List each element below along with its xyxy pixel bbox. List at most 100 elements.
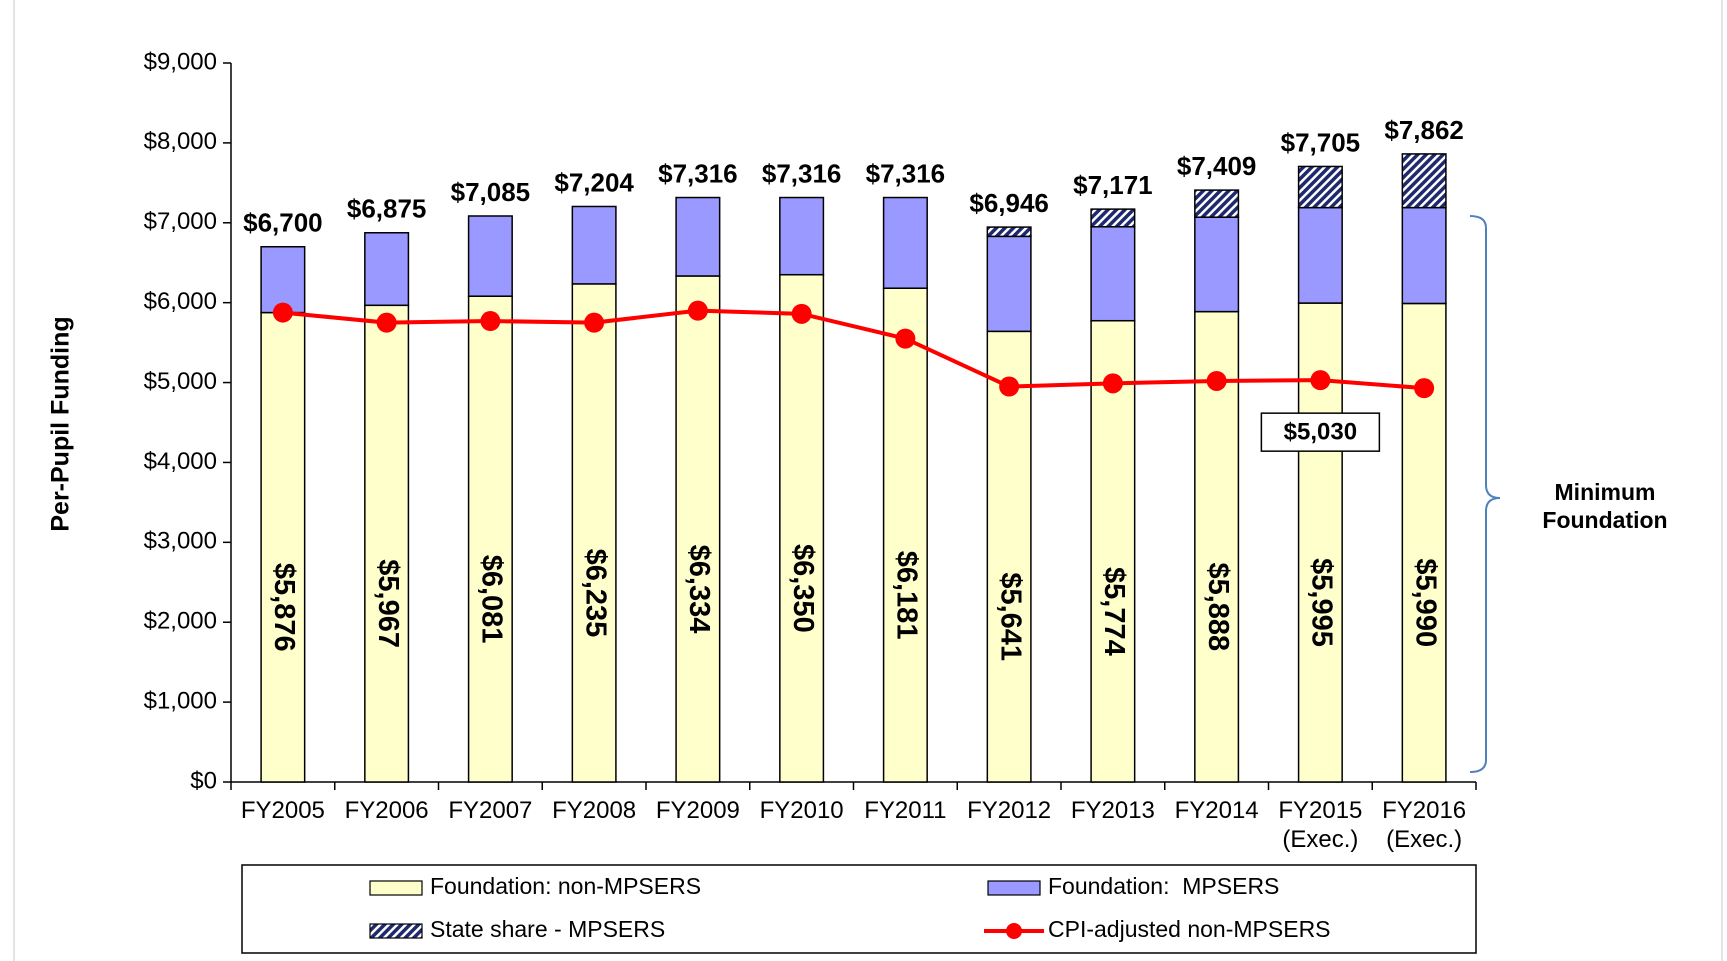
total-label: $6,946 — [969, 188, 1049, 218]
bar-segment — [571, 283, 617, 783]
bar-segment — [467, 295, 513, 783]
bar-value-label: $5,641 — [994, 572, 1026, 661]
x-tick-label: FY2006 — [344, 797, 429, 824]
bar-segment — [1401, 206, 1447, 305]
y-tick-label: $4,000 — [144, 448, 217, 475]
legend-label: State share - MPSERS — [430, 916, 665, 942]
legend-label: CPI-adjusted non-MPSERS — [1048, 916, 1331, 942]
y-axis-label: Per-Pupil Funding — [47, 316, 75, 531]
y-tick-label: $5,000 — [144, 368, 217, 395]
bar-value-label: $6,181 — [891, 551, 923, 640]
bar-value-label: $5,774 — [1098, 567, 1130, 656]
total-label: $7,316 — [762, 158, 842, 188]
legend-swatch — [369, 923, 423, 939]
line-marker — [1102, 373, 1123, 394]
x-tick-label: FY2015 (Exec.) — [1278, 797, 1363, 853]
line-marker — [687, 300, 708, 321]
line-marker — [1414, 378, 1435, 399]
bar-segment — [1194, 189, 1240, 218]
line-marker — [480, 311, 501, 332]
total-label: $7,171 — [1073, 170, 1153, 200]
x-tick-label: FY2016 (Exec.) — [1382, 797, 1467, 853]
brace — [1469, 215, 1501, 773]
line-marker — [1310, 370, 1331, 391]
total-label: $7,316 — [658, 158, 738, 188]
bar-value-label: $6,334 — [683, 545, 715, 634]
bar-segment — [986, 330, 1032, 783]
bar-segment — [364, 232, 410, 307]
line-marker — [584, 312, 605, 333]
legend-label: Foundation: non-MPSERS — [430, 873, 701, 899]
bar-segment — [1401, 153, 1447, 209]
bar-segment — [364, 304, 410, 783]
y-tick-label: $9,000 — [144, 48, 217, 75]
line-marker — [1206, 370, 1227, 391]
y-tick-label: $6,000 — [144, 288, 217, 315]
line-marker — [895, 328, 916, 349]
bar-segment — [1090, 319, 1136, 783]
bar-segment — [882, 196, 928, 289]
x-tick-label: FY2011 — [864, 797, 947, 824]
bar-segment — [882, 287, 928, 783]
bar-value-label: $5,967 — [372, 559, 404, 648]
bar-value-label: $5,995 — [1306, 558, 1338, 647]
bar-segment — [1090, 226, 1136, 322]
y-tick-label: $3,000 — [144, 528, 217, 555]
x-tick-label: FY2010 — [759, 797, 844, 824]
legend-box — [241, 864, 1477, 954]
annotation: Minimum Foundation — [1542, 479, 1668, 533]
bar-segment — [779, 273, 825, 783]
x-tick-label: FY2014 — [1174, 797, 1259, 824]
bar-segment — [467, 215, 513, 297]
bar-segment — [1194, 310, 1240, 783]
bar-segment — [1194, 216, 1240, 313]
total-label: $7,316 — [866, 158, 946, 188]
line-marker — [272, 302, 293, 323]
total-label: $7,705 — [1281, 127, 1361, 157]
bar-value-label: $5,888 — [1202, 562, 1234, 651]
bar-segment — [779, 196, 825, 276]
bar-value-label: $5,876 — [268, 563, 300, 652]
value-label-box — [1260, 412, 1381, 452]
bar-segment — [1401, 302, 1447, 783]
bar-segment — [675, 275, 721, 783]
y-tick-label: $1,000 — [144, 687, 217, 714]
x-tick-label: FY2009 — [655, 797, 740, 824]
line-marker — [791, 303, 812, 324]
total-label: $7,204 — [554, 167, 634, 197]
bar-segment — [1297, 165, 1343, 209]
x-tick-label: FY2005 — [240, 797, 325, 824]
total-label: $7,409 — [1177, 151, 1257, 181]
bar-segment — [986, 226, 1032, 238]
x-tick-label: FY2007 — [448, 797, 533, 824]
bar-segment — [675, 196, 721, 277]
bar-value-label: $6,081 — [476, 555, 508, 644]
bar-value-label: $6,235 — [579, 549, 611, 638]
bar-value-label: $5,990 — [1409, 558, 1441, 647]
line-value-label: $5,030 — [1284, 419, 1357, 446]
legend-swatch — [1006, 923, 1022, 939]
total-label: $7,862 — [1384, 115, 1464, 145]
bar-segment — [571, 205, 617, 285]
y-tick-label: $0 — [190, 767, 217, 794]
bar-segment — [1297, 206, 1343, 304]
bar-segment — [986, 235, 1032, 333]
line-marker — [376, 312, 397, 333]
line-marker — [999, 376, 1020, 397]
bar-value-label: $6,350 — [787, 544, 819, 633]
total-label: $6,700 — [243, 208, 323, 238]
bar-segment — [1090, 208, 1136, 228]
total-label: $6,875 — [347, 194, 427, 224]
y-tick-label: $2,000 — [144, 608, 217, 635]
x-tick-label: FY2013 — [1070, 797, 1155, 824]
legend-swatch — [369, 880, 423, 896]
x-tick-label: FY2012 — [967, 797, 1052, 824]
legend-swatch — [987, 880, 1041, 896]
total-label: $7,085 — [451, 177, 531, 207]
line — [282, 308, 1425, 391]
bar-segment — [260, 311, 306, 783]
y-tick-label: $8,000 — [144, 128, 217, 155]
x-tick-label: FY2008 — [552, 797, 637, 824]
